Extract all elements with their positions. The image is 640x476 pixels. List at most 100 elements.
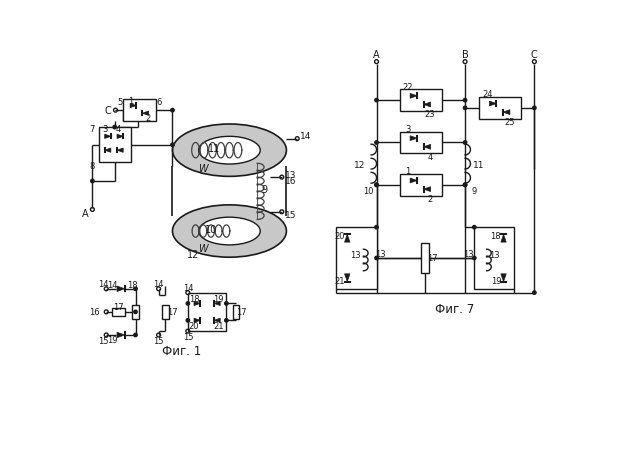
Polygon shape: [344, 235, 350, 243]
Circle shape: [186, 319, 189, 322]
Circle shape: [472, 257, 476, 260]
Text: 2: 2: [428, 195, 433, 204]
Text: 9: 9: [472, 187, 477, 196]
Text: 14: 14: [98, 279, 108, 288]
Polygon shape: [501, 274, 506, 282]
Text: 10: 10: [205, 225, 217, 235]
Circle shape: [532, 291, 536, 295]
Ellipse shape: [172, 206, 287, 258]
Bar: [99, 128, 131, 162]
Text: 15: 15: [154, 336, 164, 345]
Text: 16: 16: [285, 176, 296, 185]
Circle shape: [463, 141, 467, 145]
Text: 17: 17: [428, 254, 438, 263]
Circle shape: [375, 99, 378, 103]
Bar: [399, 175, 442, 196]
Ellipse shape: [198, 137, 260, 165]
Polygon shape: [117, 287, 125, 292]
Bar: [479, 98, 521, 119]
Text: 13: 13: [489, 251, 500, 260]
Text: 13: 13: [463, 249, 474, 258]
Text: 14: 14: [154, 279, 164, 288]
Circle shape: [91, 180, 94, 183]
Polygon shape: [194, 302, 200, 306]
Text: 12: 12: [354, 160, 365, 169]
Ellipse shape: [198, 218, 260, 245]
Text: 18: 18: [127, 280, 138, 289]
Bar: [113, 308, 125, 316]
Text: 13: 13: [285, 170, 296, 179]
Polygon shape: [214, 302, 220, 306]
Text: 11: 11: [208, 144, 220, 154]
Text: 12: 12: [187, 249, 200, 259]
Polygon shape: [105, 135, 111, 139]
Circle shape: [171, 109, 174, 113]
Text: 19: 19: [213, 295, 224, 304]
Circle shape: [225, 302, 228, 306]
Circle shape: [375, 257, 378, 260]
Text: 13: 13: [349, 251, 360, 260]
Polygon shape: [501, 235, 506, 243]
Bar: [399, 90, 442, 112]
Text: 8: 8: [90, 162, 95, 171]
Text: 4: 4: [428, 152, 433, 161]
Circle shape: [134, 334, 137, 337]
Circle shape: [186, 302, 189, 306]
Bar: [399, 132, 442, 154]
Polygon shape: [490, 102, 497, 107]
Bar: [123, 100, 156, 122]
Polygon shape: [410, 137, 417, 141]
Text: A: A: [82, 208, 88, 218]
Circle shape: [532, 107, 536, 110]
Text: 3: 3: [102, 125, 108, 134]
Text: 15: 15: [285, 211, 296, 220]
Text: 13: 13: [375, 249, 386, 258]
Text: 18: 18: [189, 295, 199, 304]
Circle shape: [134, 288, 137, 291]
Text: 24: 24: [482, 90, 493, 99]
Circle shape: [463, 184, 467, 187]
Polygon shape: [410, 94, 417, 99]
Text: 3: 3: [405, 125, 411, 134]
Text: 17: 17: [167, 307, 178, 317]
Text: W: W: [198, 164, 208, 174]
Text: 15: 15: [182, 332, 193, 341]
Text: 14: 14: [300, 132, 312, 141]
Circle shape: [375, 226, 378, 229]
Bar: [421, 243, 429, 274]
Text: Фиг. 7: Фиг. 7: [435, 302, 475, 315]
Bar: [162, 305, 170, 319]
Bar: [132, 305, 139, 319]
Polygon shape: [410, 178, 417, 184]
Text: 1: 1: [128, 97, 134, 106]
Text: 5: 5: [118, 98, 123, 107]
Text: 17: 17: [236, 307, 247, 317]
Polygon shape: [214, 318, 220, 323]
Circle shape: [463, 184, 467, 187]
Circle shape: [375, 184, 378, 187]
Polygon shape: [117, 333, 125, 338]
Circle shape: [472, 226, 476, 229]
Text: 16: 16: [90, 307, 100, 317]
Text: 4: 4: [116, 125, 121, 134]
Text: 21: 21: [334, 277, 345, 286]
Text: 2: 2: [145, 114, 150, 123]
Text: 20: 20: [189, 322, 199, 330]
Polygon shape: [117, 135, 123, 139]
Circle shape: [375, 184, 378, 187]
Polygon shape: [424, 188, 431, 192]
Polygon shape: [130, 104, 136, 109]
Polygon shape: [143, 112, 148, 116]
Text: 25: 25: [504, 118, 515, 127]
Polygon shape: [105, 149, 111, 153]
Circle shape: [463, 107, 467, 110]
Text: 21: 21: [213, 322, 224, 330]
Text: 7: 7: [90, 125, 95, 134]
Text: C: C: [531, 50, 538, 60]
Text: B: B: [461, 50, 468, 60]
Circle shape: [375, 141, 378, 145]
Text: 17: 17: [113, 302, 124, 311]
Text: 22: 22: [403, 83, 413, 91]
Polygon shape: [424, 145, 431, 150]
Text: 9: 9: [262, 184, 268, 194]
